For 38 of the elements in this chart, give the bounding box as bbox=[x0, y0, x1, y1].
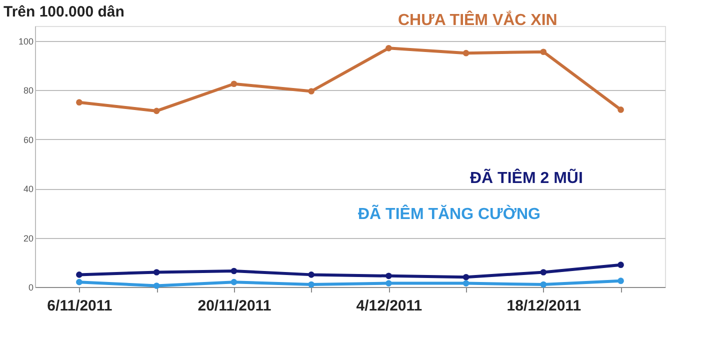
point bbox=[230, 268, 238, 274]
x-tick-label: 18/12/2011 bbox=[506, 298, 582, 314]
point bbox=[230, 278, 238, 286]
y-tick-label: 60 bbox=[23, 134, 34, 145]
point bbox=[462, 50, 470, 56]
point bbox=[153, 269, 160, 276]
y-tick-label: 80 bbox=[23, 86, 34, 96]
point bbox=[386, 272, 392, 280]
point bbox=[153, 282, 160, 289]
point bbox=[308, 281, 314, 288]
y-tick-label: 20 bbox=[23, 233, 34, 244]
x-tick-label: 4/12/2011 bbox=[356, 298, 422, 314]
y-axis-title: Trên 100.000 dân bbox=[4, 4, 124, 20]
point bbox=[386, 45, 392, 52]
point bbox=[386, 280, 392, 286]
point bbox=[540, 269, 547, 276]
text: ĐÃ TIÊM 2 MŨI bbox=[470, 168, 583, 187]
point bbox=[540, 281, 547, 288]
point bbox=[76, 272, 82, 278]
point bbox=[308, 88, 314, 94]
point bbox=[618, 262, 624, 268]
point bbox=[76, 99, 82, 106]
point bbox=[76, 278, 82, 286]
x-tick-label: 20/11/2011 bbox=[198, 298, 272, 314]
point bbox=[618, 278, 624, 284]
text: ĐÃ TIÊM TĂNG CƯỜNG bbox=[358, 204, 540, 223]
point bbox=[230, 80, 238, 88]
point bbox=[462, 274, 470, 280]
point bbox=[308, 272, 314, 278]
point bbox=[462, 280, 470, 286]
y-tick-label: 0 bbox=[28, 282, 34, 292]
point bbox=[618, 106, 624, 113]
point bbox=[153, 108, 160, 114]
x-tick-label: 6/11/2011 bbox=[47, 298, 112, 314]
y-tick-label: 100 bbox=[18, 36, 34, 46]
series-label: CHƯA TIÊM VẮC XIN bbox=[398, 10, 558, 29]
y-tick-label: 40 bbox=[23, 184, 34, 194]
point bbox=[540, 48, 547, 56]
